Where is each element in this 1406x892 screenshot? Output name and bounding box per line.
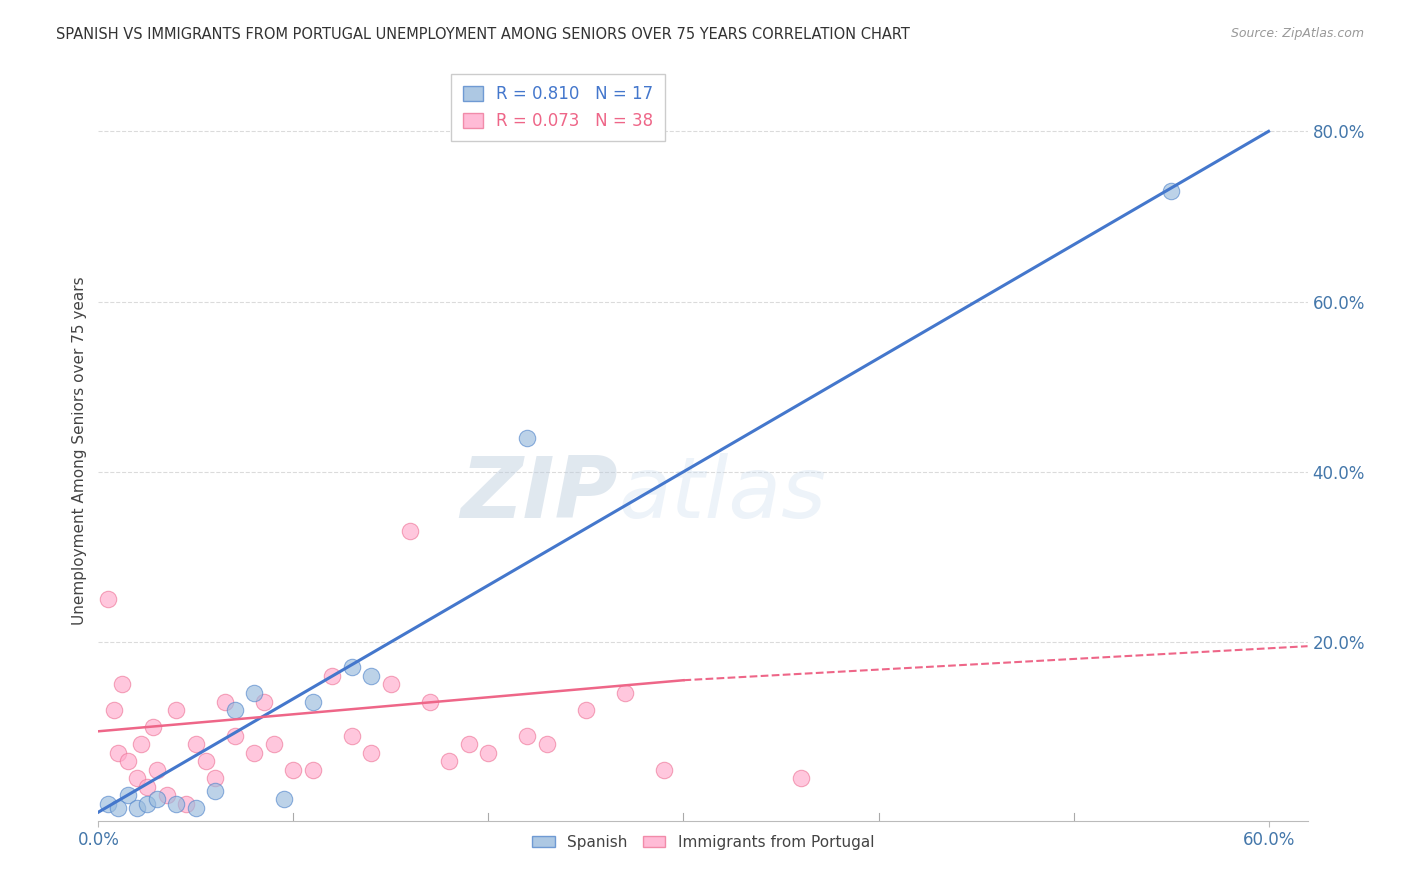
Text: SPANISH VS IMMIGRANTS FROM PORTUGAL UNEMPLOYMENT AMONG SENIORS OVER 75 YEARS COR: SPANISH VS IMMIGRANTS FROM PORTUGAL UNEM… [56,27,910,42]
Point [536,737,558,751]
Point [117,788,139,802]
Point [184,737,207,751]
Y-axis label: Unemployment Among Seniors over 75 years: Unemployment Among Seniors over 75 years [72,277,87,624]
Point [360,669,382,683]
Point [399,524,422,539]
Point [321,669,343,683]
Point [575,703,598,717]
Point [340,660,363,674]
Point [194,754,217,768]
Point [302,763,325,777]
Point [136,797,159,811]
Point [165,703,187,717]
Point [253,694,276,708]
Point [156,788,179,802]
Point [204,771,226,785]
Point [214,694,236,708]
Point [439,754,461,768]
Point [97,592,120,607]
Point [174,797,197,811]
Point [103,703,125,717]
Point [652,763,675,777]
Point [142,720,165,734]
Point [136,780,159,794]
Point [263,737,285,751]
Point [419,694,441,708]
Legend: Spanish, Immigrants from Portugal: Spanish, Immigrants from Portugal [524,827,882,857]
Text: ZIP: ZIP [461,453,619,536]
Point [107,746,129,760]
Point [127,801,149,815]
Point [97,797,120,811]
Point [360,746,382,760]
Point [107,801,129,815]
Point [111,677,134,691]
Text: atlas: atlas [619,453,827,536]
Point [516,431,538,445]
Point [117,754,139,768]
Point [283,763,305,777]
Point [224,703,246,717]
Point [165,797,187,811]
Point [127,771,149,785]
Point [224,729,246,743]
Point [146,763,169,777]
Point [184,801,207,815]
Point [1160,184,1182,198]
Point [243,746,266,760]
Point [243,686,266,700]
Point [789,771,811,785]
Point [273,792,295,806]
Point [477,746,499,760]
Point [516,729,538,743]
Point [458,737,481,751]
Point [302,694,325,708]
Point [614,686,637,700]
Text: Source: ZipAtlas.com: Source: ZipAtlas.com [1230,27,1364,40]
Point [380,677,402,691]
Point [204,784,226,798]
Point [131,737,153,751]
Point [340,729,363,743]
Point [146,792,169,806]
